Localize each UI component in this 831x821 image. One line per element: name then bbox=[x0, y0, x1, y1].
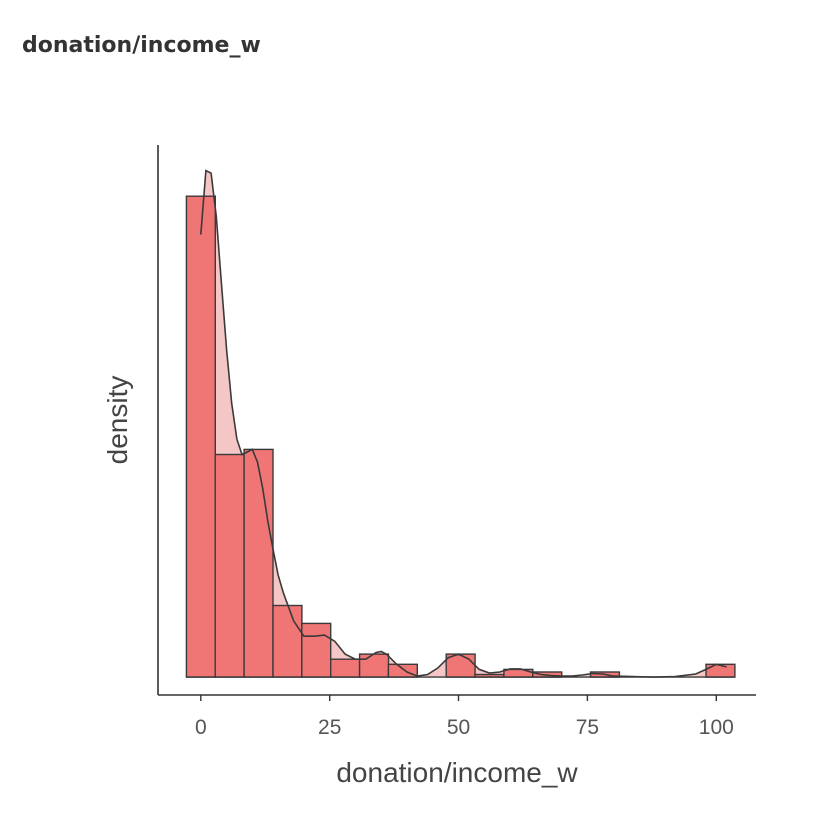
x-tick-label-3: 75 bbox=[576, 716, 599, 739]
axes bbox=[157, 145, 756, 696]
histogram-bar-0 bbox=[185, 195, 216, 678]
x-tick-label-4: 100 bbox=[699, 716, 734, 739]
x-tick-label-2: 50 bbox=[447, 716, 470, 739]
x-tick-label-1: 25 bbox=[318, 716, 341, 739]
y-axis-title: density bbox=[102, 376, 133, 465]
density-area bbox=[200, 170, 727, 678]
histogram-bar-5 bbox=[330, 658, 361, 678]
x-tick-label-0: 0 bbox=[195, 716, 207, 739]
histogram-bar-1 bbox=[214, 453, 245, 678]
density-curve-layer bbox=[200, 169, 727, 678]
histogram-bar-4 bbox=[301, 622, 332, 678]
histogram-bar-6 bbox=[358, 653, 390, 678]
density-line bbox=[200, 169, 727, 678]
x-axis-ticks: 0 25 50 75 100 bbox=[195, 695, 734, 739]
density-area-layer bbox=[200, 170, 727, 678]
histogram-bar-18 bbox=[705, 663, 736, 678]
histogram-bar-2 bbox=[243, 448, 274, 678]
x-axis-title: donation/income_w bbox=[336, 757, 578, 788]
histogram-bar-3 bbox=[272, 604, 303, 678]
histogram-bars bbox=[185, 195, 736, 678]
page-title: donation/income_w bbox=[22, 33, 261, 58]
